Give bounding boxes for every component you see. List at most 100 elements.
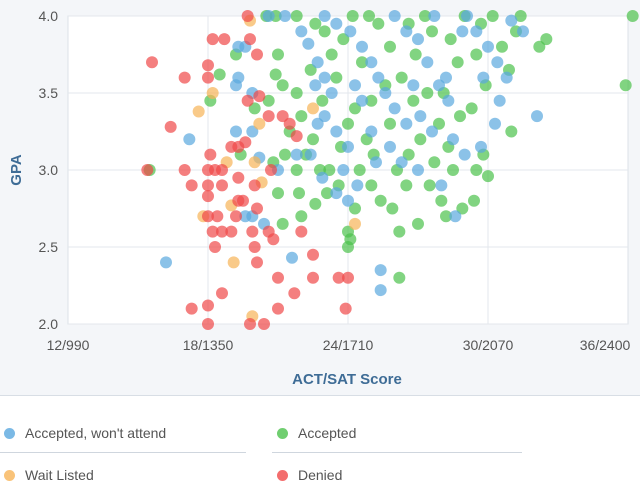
data-point[interactable]	[216, 287, 228, 300]
data-point[interactable]	[356, 56, 368, 69]
data-point[interactable]	[412, 33, 424, 46]
data-point[interactable]	[309, 79, 322, 92]
data-point[interactable]	[204, 148, 217, 161]
data-point[interactable]	[393, 271, 406, 284]
data-point[interactable]	[276, 79, 289, 92]
data-point[interactable]	[330, 71, 343, 84]
data-point[interactable]	[426, 25, 438, 38]
data-point[interactable]	[372, 71, 385, 84]
legend-item-accepted-wont-attend[interactable]: Accepted, won't attend	[4, 425, 166, 441]
data-point[interactable]	[342, 241, 354, 253]
data-point[interactable]	[307, 271, 319, 284]
data-point[interactable]	[202, 299, 214, 312]
data-point[interactable]	[251, 256, 263, 269]
data-point[interactable]	[400, 117, 413, 130]
data-point[interactable]	[202, 59, 214, 72]
data-point[interactable]	[414, 133, 427, 146]
data-point[interactable]	[227, 256, 240, 269]
data-point[interactable]	[426, 125, 438, 138]
data-point[interactable]	[293, 187, 305, 200]
data-point[interactable]	[342, 117, 354, 130]
data-point[interactable]	[330, 125, 343, 138]
data-point[interactable]	[251, 48, 263, 61]
data-point[interactable]	[374, 284, 387, 297]
data-point[interactable]	[323, 164, 336, 176]
data-point[interactable]	[344, 25, 357, 38]
legend-item-denied[interactable]: Denied	[277, 467, 342, 483]
data-point[interactable]	[325, 48, 338, 61]
data-point[interactable]	[428, 10, 441, 22]
data-point[interactable]	[626, 10, 639, 22]
data-point[interactable]	[461, 10, 473, 22]
data-point[interactable]	[386, 202, 399, 215]
data-point[interactable]	[206, 33, 219, 46]
data-point[interactable]	[146, 56, 158, 69]
data-point[interactable]	[288, 287, 301, 300]
data-point[interactable]	[414, 110, 427, 123]
data-point[interactable]	[419, 10, 431, 22]
data-point[interactable]	[269, 68, 282, 81]
data-point[interactable]	[286, 251, 298, 264]
data-point[interactable]	[237, 194, 249, 207]
data-point[interactable]	[311, 56, 324, 69]
data-point[interactable]	[160, 256, 172, 269]
data-point[interactable]	[447, 164, 459, 176]
data-point[interactable]	[202, 71, 214, 84]
data-point[interactable]	[449, 210, 462, 223]
data-point[interactable]	[258, 318, 270, 330]
data-point[interactable]	[451, 56, 464, 69]
data-point[interactable]	[370, 156, 382, 169]
data-point[interactable]	[456, 25, 469, 38]
data-point[interactable]	[279, 10, 291, 22]
data-point[interactable]	[393, 225, 406, 238]
data-point[interactable]	[388, 10, 401, 22]
data-point[interactable]	[272, 271, 284, 284]
data-point[interactable]	[276, 217, 289, 230]
data-point[interactable]	[458, 148, 471, 161]
data-point[interactable]	[272, 302, 284, 315]
data-point[interactable]	[500, 71, 513, 84]
data-point[interactable]	[482, 40, 494, 53]
data-point[interactable]	[316, 94, 329, 107]
data-point[interactable]	[311, 117, 324, 130]
data-point[interactable]	[307, 248, 319, 261]
data-point[interactable]	[283, 117, 296, 130]
data-point[interactable]	[290, 87, 303, 99]
data-point[interactable]	[262, 110, 275, 123]
data-point[interactable]	[279, 148, 291, 161]
data-point[interactable]	[456, 202, 469, 215]
data-point[interactable]	[330, 187, 343, 200]
data-point[interactable]	[339, 302, 352, 315]
data-point[interactable]	[342, 194, 354, 207]
data-point[interactable]	[244, 318, 256, 330]
data-point[interactable]	[540, 33, 553, 46]
data-point[interactable]	[428, 156, 441, 169]
data-point[interactable]	[346, 10, 359, 22]
data-point[interactable]	[185, 302, 198, 315]
data-point[interactable]	[318, 110, 331, 123]
data-point[interactable]	[307, 133, 319, 146]
data-point[interactable]	[141, 164, 154, 176]
data-point[interactable]	[619, 79, 632, 92]
data-point[interactable]	[307, 102, 319, 115]
data-point[interactable]	[202, 179, 214, 192]
data-point[interactable]	[477, 71, 490, 84]
data-point[interactable]	[330, 17, 343, 30]
data-point[interactable]	[475, 140, 487, 153]
data-point[interactable]	[213, 68, 226, 81]
data-point[interactable]	[295, 210, 308, 223]
data-point[interactable]	[304, 148, 317, 161]
data-point[interactable]	[262, 94, 275, 107]
data-point[interactable]	[468, 194, 480, 207]
data-point[interactable]	[230, 79, 242, 92]
data-point[interactable]	[290, 10, 303, 22]
data-point[interactable]	[395, 156, 408, 169]
data-point[interactable]	[216, 225, 228, 238]
data-point[interactable]	[272, 48, 284, 61]
data-point[interactable]	[486, 10, 499, 22]
data-point[interactable]	[246, 125, 259, 138]
data-point[interactable]	[433, 79, 445, 92]
data-point[interactable]	[321, 187, 333, 200]
data-point[interactable]	[295, 25, 308, 38]
data-point[interactable]	[230, 210, 242, 223]
